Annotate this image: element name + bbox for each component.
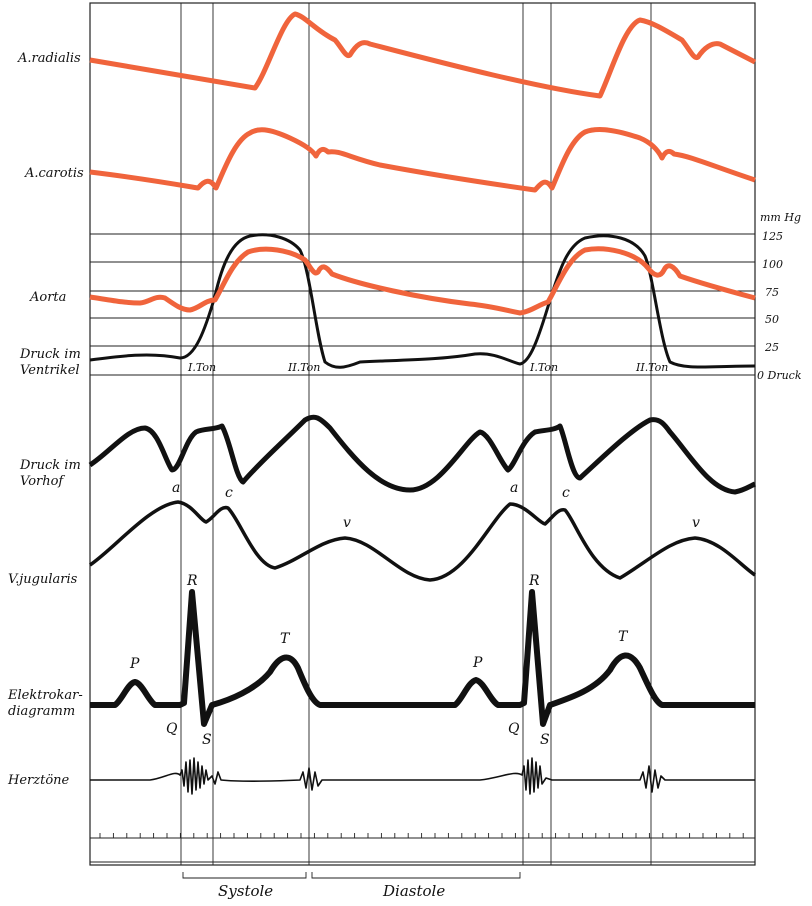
label-radialis: A.radialis	[17, 51, 81, 66]
diagram-frame	[89, 2, 756, 866]
diastole-bracket	[311, 872, 521, 879]
pressure-tick-50: 50	[765, 313, 779, 326]
wave-label-r1: R	[186, 573, 198, 589]
wave-label-r2: R	[528, 573, 540, 589]
wave-label-p2: P	[472, 655, 483, 671]
second-sound-label-2: II.Ton	[635, 361, 668, 374]
ecg-trace	[90, 589, 755, 727]
wave-label-p1: P	[129, 656, 140, 672]
pressure-unit: mm Hg	[760, 211, 801, 224]
time-ticks	[99, 833, 744, 838]
pressure-tick-75: 75	[765, 286, 779, 299]
ventricle-pressure-trace	[89, 233, 756, 369]
pressure-grid	[90, 233, 755, 863]
pressure-tick-100: 100	[762, 258, 783, 271]
second-sound-label-1: II.Ton	[287, 361, 320, 374]
label-carotis: A.carotis	[24, 166, 84, 181]
carotis-trace	[89, 127, 756, 193]
wave-label-s2: S	[540, 732, 550, 748]
jugularis-trace	[89, 500, 756, 582]
systole-label: Systole	[218, 882, 273, 900]
wave-label-s1: S	[202, 732, 212, 748]
first-sound-label-2: I.Ton	[529, 361, 558, 374]
label-ventrikel-2: Ventrikel	[20, 363, 80, 378]
wave-label-t1: T	[280, 631, 291, 647]
wave-label-a2: a	[510, 480, 518, 496]
label-herztoene: Herztöne	[7, 773, 70, 788]
pressure-tick-25: 25	[764, 341, 779, 354]
wave-labels: a c v a c v P Q R S T P Q R S T	[129, 480, 700, 748]
first-sound-label-1: I.Ton	[187, 361, 216, 374]
aorta-pressure-trace	[89, 246, 756, 316]
label-vorhof-2: Vorhof	[20, 474, 65, 489]
wave-label-q1: Q	[166, 721, 178, 737]
label-aorta: Aorta	[29, 290, 66, 305]
wave-label-c1: c	[225, 485, 233, 501]
wave-label-a1: a	[172, 480, 180, 496]
phase-brackets: Systole Diastole	[182, 872, 521, 900]
label-vorhof-1: Druck im	[19, 458, 81, 473]
atrium-pressure-trace	[88, 414, 756, 495]
heart-sound-labels: I.Ton II.Ton I.Ton II.Ton	[187, 361, 668, 374]
wave-label-t2: T	[618, 629, 629, 645]
diastole-label: Diastole	[382, 882, 445, 900]
heart-sounds-trace	[90, 757, 755, 795]
systole-bracket	[182, 872, 307, 879]
label-ventrikel-1: Druck im	[19, 347, 81, 362]
pressure-tick-125: 125	[762, 230, 783, 243]
wave-label-v2: v	[692, 515, 700, 531]
radialis-trace	[89, 11, 757, 99]
wave-label-c2: c	[562, 485, 570, 501]
pressure-zero: 0 Druck	[757, 369, 802, 382]
label-jugularis: V.jugularis	[8, 572, 78, 587]
row-labels: A.radialis A.carotis Aorta Druck im Vent…	[7, 51, 84, 788]
label-ekg-1: Elektrokar-	[7, 688, 83, 703]
wave-label-v1: v	[343, 515, 351, 531]
wave-label-q2: Q	[508, 721, 520, 737]
label-ekg-2: diagramm	[8, 704, 75, 719]
pressure-scale: mm Hg 125 100 75 50 25 0 Druck	[757, 211, 802, 382]
